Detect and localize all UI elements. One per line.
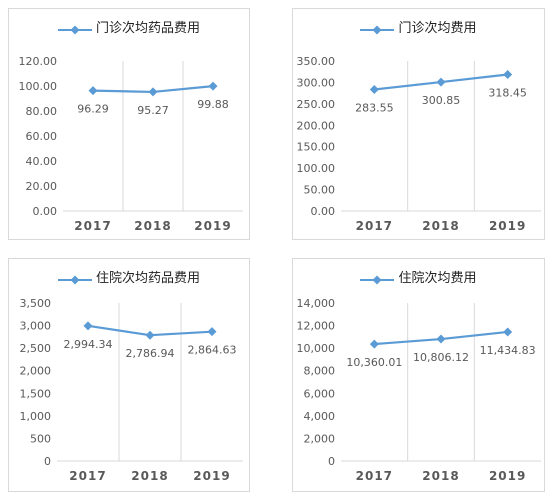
- x-tick-label: 2018: [131, 469, 168, 483]
- data-point: [436, 334, 446, 344]
- chart-title: 门诊次均药品费用: [95, 21, 200, 36]
- data-point: [207, 327, 217, 337]
- y-tick-label: 50.00: [304, 184, 336, 197]
- legend-diamond: [372, 275, 382, 284]
- data-label: 10,806.12: [413, 351, 469, 364]
- data-point: [503, 327, 513, 337]
- y-tick-label: 0.00: [311, 205, 336, 218]
- chart-title: 住院次均药品费用: [95, 271, 200, 286]
- chart-panel-outpatient-drug-cost: 门诊次均药品费用 0.00 20.00 40.00 60.00 80.00 100.00 1…: [8, 8, 250, 240]
- y-tick-label: 150.00: [297, 141, 336, 154]
- data-point: [503, 70, 513, 80]
- data-label: 96.29: [77, 103, 109, 116]
- y-tick-label: 200.00: [297, 119, 336, 132]
- x-tick-label: 2017: [356, 219, 393, 233]
- data-label: 283.55: [355, 101, 394, 114]
- y-tick-label: 100.00: [297, 162, 336, 175]
- y-tick-label: 8,000: [304, 365, 336, 378]
- data-point: [145, 330, 155, 340]
- x-tick-label: 2018: [134, 219, 171, 233]
- x-tick-label: 2018: [422, 219, 459, 233]
- chart-legend: 住院次均费用: [293, 267, 544, 286]
- chart-panel-outpatient-total-cost: 门诊次均费用 0.00 50.00 100.00 150.00 200.00 250.00…: [292, 8, 545, 240]
- data-point: [83, 321, 93, 331]
- data-label: 99.88: [197, 98, 229, 111]
- legend-marker-icon: [360, 274, 395, 284]
- chart-title: 门诊次均费用: [398, 21, 477, 36]
- data-label: 318.45: [488, 87, 527, 100]
- line-chart: 0.00 50.00 100.00 150.00 200.00 250.00 300.00 3…: [297, 55, 541, 233]
- y-tick-label: 4,000: [304, 410, 336, 423]
- y-tick-label: 500: [30, 432, 51, 445]
- legend-marker-icon: [57, 24, 92, 34]
- y-tick-label: 6,000: [304, 387, 336, 400]
- y-tick-label: 350.00: [297, 55, 336, 68]
- data-point: [436, 77, 446, 87]
- data-label: 11,434.83: [480, 344, 536, 357]
- x-tick-label: 2019: [194, 219, 231, 233]
- x-tick-label: 2017: [356, 469, 393, 483]
- x-tick-label: 2018: [422, 469, 459, 483]
- data-label: 2,864.63: [188, 344, 237, 357]
- y-tick-label: 10,000: [297, 342, 336, 355]
- legend-marker-icon: [360, 24, 395, 34]
- chart-legend: 门诊次均药品费用: [9, 17, 249, 36]
- chart-panel-inpatient-total-cost: 住院次均费用 0 2,000 4,000 6,000 8,000 10,000 12,000…: [292, 258, 545, 492]
- y-tick-label: 3,000: [20, 320, 52, 333]
- chart-legend: 住院次均药品费用: [9, 267, 249, 286]
- data-label: 95.27: [137, 104, 169, 117]
- y-tick-label: 2,000: [20, 365, 52, 378]
- y-tick-label: 20.00: [26, 180, 58, 193]
- legend-diamond: [70, 275, 80, 284]
- data-label: 2,994.34: [64, 338, 113, 351]
- y-tick-label: 2,000: [304, 432, 336, 445]
- y-tick-label: 250.00: [297, 98, 336, 111]
- data-point: [148, 87, 158, 97]
- y-tick-label: 3,500: [20, 297, 52, 310]
- data-point: [208, 81, 218, 91]
- y-tick-label: 12,000: [297, 320, 336, 333]
- legend-diamond: [70, 25, 80, 34]
- line-chart: 0.00 20.00 40.00 60.00 80.00 100.00 120.00 2017…: [19, 55, 243, 233]
- data-label: 300.85: [422, 94, 461, 107]
- y-tick-label: 120.00: [19, 55, 58, 68]
- x-tick-label: 2019: [489, 219, 526, 233]
- line-chart: 0 2,000 4,000 6,000 8,000 10,000 12,000 14,000 2…: [297, 297, 541, 483]
- x-tick-label: 2017: [69, 469, 106, 483]
- x-tick-label: 2017: [74, 219, 111, 233]
- y-tick-label: 80.00: [26, 105, 58, 118]
- legend-marker-icon: [57, 274, 92, 284]
- data-point: [369, 339, 379, 349]
- y-tick-label: 2,500: [20, 342, 52, 355]
- x-tick-label: 2019: [489, 469, 526, 483]
- x-tick-label: 2019: [193, 469, 230, 483]
- y-tick-label: 1,000: [20, 410, 52, 423]
- y-tick-label: 0: [328, 455, 335, 468]
- y-tick-label: 300.00: [297, 76, 336, 89]
- y-tick-label: 60.00: [26, 130, 58, 143]
- y-tick-label: 100.00: [19, 80, 58, 93]
- y-tick-label: 0.00: [33, 205, 58, 218]
- y-tick-label: 0: [44, 455, 51, 468]
- chart-title: 住院次均费用: [398, 271, 477, 286]
- data-label: 2,786.94: [126, 347, 175, 360]
- data-point: [88, 86, 98, 96]
- data-label: 10,360.01: [346, 356, 402, 369]
- chart-panel-inpatient-drug-cost: 住院次均药品费用 0 500 1,000 1,500 2,000 2,500 3,000 3,…: [8, 258, 250, 492]
- data-point: [369, 84, 379, 94]
- chart-legend: 门诊次均费用: [293, 17, 544, 36]
- y-tick-label: 1,500: [20, 387, 52, 400]
- y-tick-label: 14,000: [297, 297, 336, 310]
- legend-diamond: [372, 25, 382, 34]
- y-tick-label: 40.00: [26, 155, 58, 168]
- line-chart: 0 500 1,000 1,500 2,000 2,500 3,000 3,500 2017 20…: [20, 297, 243, 483]
